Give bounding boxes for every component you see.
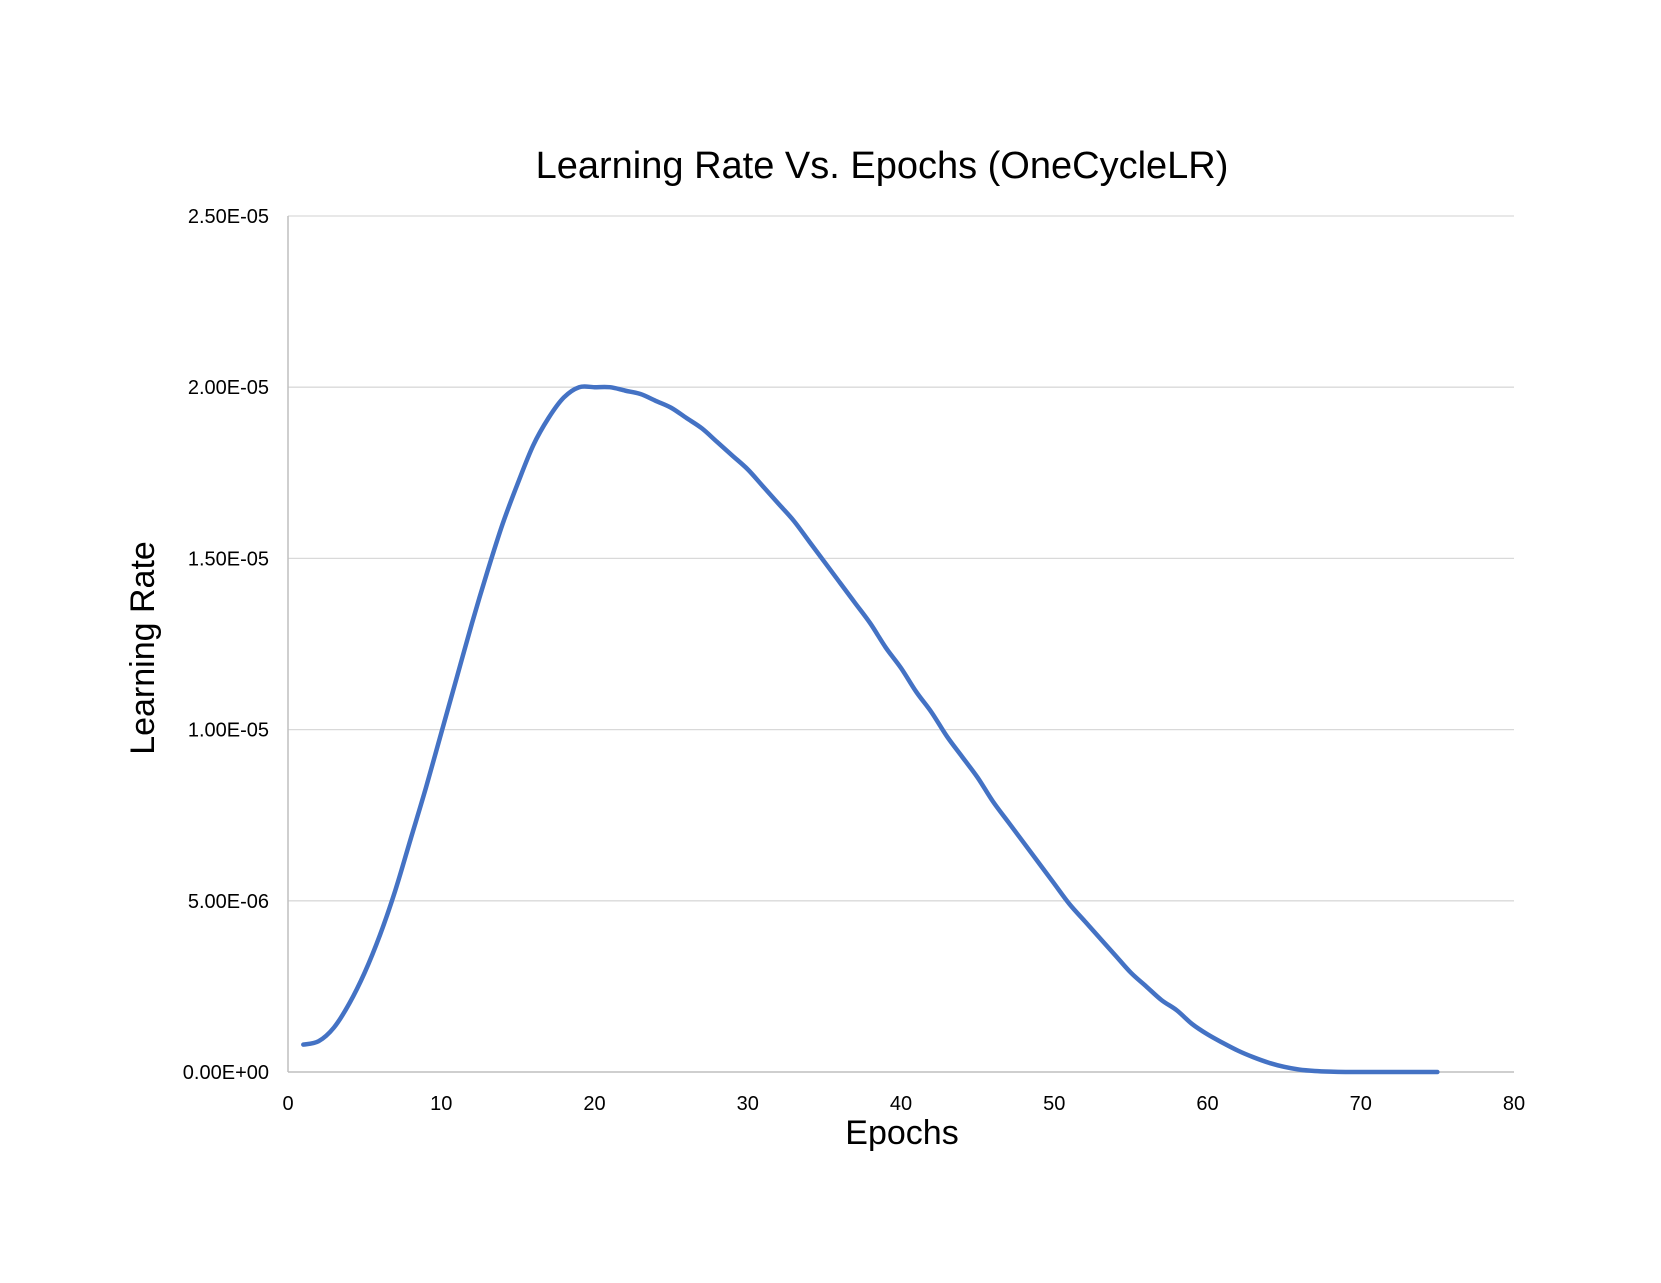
x-tick-label: 40 bbox=[890, 1093, 912, 1115]
data-point bbox=[1207, 1033, 1208, 1035]
data-point bbox=[425, 787, 427, 789]
data-point bbox=[1314, 1070, 1316, 1072]
data-point bbox=[1406, 1071, 1408, 1073]
data-point bbox=[1023, 842, 1025, 844]
data-point bbox=[885, 646, 887, 648]
data-point bbox=[1252, 1056, 1254, 1058]
y-tick-labels: 0.00E+00 5.00E-06 1.00E-05 1.50E-05 2.00E-05… bbox=[183, 206, 269, 1084]
data-point bbox=[961, 756, 963, 758]
data-point bbox=[1436, 1071, 1438, 1073]
y-tick-label: 1.50E-05 bbox=[188, 548, 269, 570]
data-point bbox=[655, 400, 657, 402]
data-point bbox=[1222, 1042, 1224, 1044]
data-point bbox=[364, 972, 366, 974]
data-point bbox=[1053, 883, 1055, 885]
data-point bbox=[701, 427, 703, 429]
data-point bbox=[471, 622, 473, 624]
data-point bbox=[318, 1040, 320, 1042]
data-point bbox=[348, 1003, 350, 1005]
data-point bbox=[1360, 1071, 1362, 1073]
x-axis-title: Epochs bbox=[845, 1114, 958, 1152]
data-point bbox=[548, 417, 550, 419]
data-point bbox=[808, 540, 810, 542]
data-point bbox=[578, 386, 580, 388]
data-point bbox=[1084, 920, 1086, 922]
x-tick-labels: 0 10 20 30 40 50 60 70 80 bbox=[282, 1093, 1525, 1115]
data-point bbox=[456, 677, 458, 679]
data-point bbox=[1176, 1009, 1178, 1011]
data-point bbox=[1283, 1066, 1285, 1068]
data-point bbox=[793, 520, 795, 522]
data-point bbox=[762, 485, 764, 487]
x-tick-label: 10 bbox=[430, 1093, 452, 1115]
data-point bbox=[517, 482, 519, 484]
data-point bbox=[1237, 1050, 1239, 1052]
data-point bbox=[502, 523, 504, 525]
x-tick-label: 70 bbox=[1350, 1093, 1372, 1115]
data-point bbox=[946, 735, 948, 737]
data-point bbox=[670, 407, 672, 409]
data-point bbox=[1329, 1071, 1331, 1073]
data-point bbox=[594, 386, 595, 388]
data-point bbox=[747, 468, 749, 470]
data-point bbox=[854, 602, 856, 604]
data-point bbox=[992, 801, 994, 803]
x-tick-label: 20 bbox=[583, 1093, 605, 1115]
x-tick-label: 80 bbox=[1503, 1093, 1525, 1115]
y-tick-label: 1.00E-05 bbox=[188, 720, 269, 742]
data-point bbox=[1375, 1071, 1377, 1073]
data-point bbox=[777, 503, 779, 505]
data-point bbox=[1115, 955, 1117, 957]
data-point bbox=[410, 838, 412, 840]
data-point bbox=[931, 711, 933, 713]
data-point bbox=[639, 393, 641, 395]
y-tick-label: 2.50E-05 bbox=[188, 206, 269, 228]
data-point bbox=[869, 622, 871, 624]
data-point bbox=[532, 444, 534, 446]
data-point bbox=[1191, 1023, 1193, 1025]
data-point bbox=[624, 390, 626, 392]
data-point bbox=[823, 561, 825, 563]
data-point bbox=[685, 417, 687, 419]
grid-lines bbox=[288, 215, 1514, 902]
data-point bbox=[900, 667, 902, 669]
data-point bbox=[839, 581, 841, 583]
data-point bbox=[1268, 1062, 1270, 1064]
data-point bbox=[379, 934, 381, 936]
data-point bbox=[440, 732, 442, 734]
data-point bbox=[915, 691, 917, 693]
data-point bbox=[1145, 985, 1147, 987]
data-point bbox=[1069, 903, 1071, 905]
y-axis-title: Learning Rate bbox=[124, 541, 162, 755]
data-point bbox=[609, 386, 611, 388]
data-point bbox=[1298, 1069, 1300, 1071]
y-tick-label: 0.00E+00 bbox=[183, 1062, 269, 1084]
data-point bbox=[716, 441, 718, 443]
data-point bbox=[302, 1044, 304, 1046]
data-point bbox=[394, 890, 396, 892]
y-tick-label: 5.00E-06 bbox=[188, 891, 269, 913]
x-tick-label: 50 bbox=[1043, 1093, 1065, 1115]
x-tick-label: 30 bbox=[737, 1093, 759, 1115]
data-point bbox=[563, 396, 565, 398]
y-tick-label: 2.00E-05 bbox=[188, 377, 269, 399]
data-points bbox=[302, 386, 1438, 1073]
chart-title: Learning Rate Vs. Epochs (OneCycleLR) bbox=[536, 145, 1229, 187]
data-point bbox=[1344, 1071, 1346, 1073]
data-point bbox=[486, 571, 488, 573]
data-point bbox=[1007, 821, 1009, 823]
data-point bbox=[1421, 1071, 1423, 1073]
data-point bbox=[1161, 999, 1163, 1001]
data-point bbox=[333, 1026, 335, 1028]
data-point bbox=[977, 777, 979, 779]
x-tick-label: 0 bbox=[282, 1093, 293, 1115]
x-tick-label: 60 bbox=[1196, 1093, 1218, 1115]
data-point bbox=[731, 455, 733, 457]
data-point bbox=[1130, 972, 1132, 974]
data-point bbox=[1099, 937, 1101, 939]
data-point bbox=[1038, 862, 1040, 864]
data-point bbox=[1390, 1071, 1392, 1073]
